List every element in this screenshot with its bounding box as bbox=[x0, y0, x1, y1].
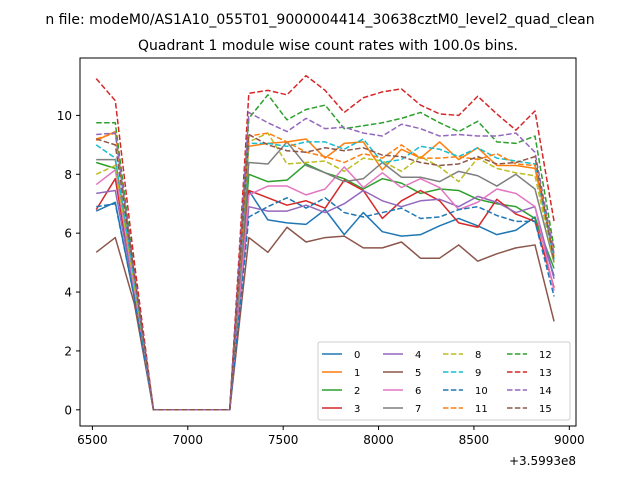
legend-label-13: 13 bbox=[539, 368, 552, 379]
legend-label-6: 6 bbox=[415, 386, 421, 397]
legend-label-14: 14 bbox=[539, 386, 552, 397]
series-line-14 bbox=[96, 111, 555, 411]
legend-label-11: 11 bbox=[475, 404, 488, 415]
figure-suptitle: n file: modeM0/AS1A10_055T01_9000004414_… bbox=[45, 12, 594, 28]
legend-label-1: 1 bbox=[354, 368, 360, 379]
legend-label-15: 15 bbox=[539, 404, 552, 415]
series-line-15 bbox=[95, 133, 555, 411]
legend-label-7: 7 bbox=[415, 404, 421, 415]
legend-label-8: 8 bbox=[475, 350, 481, 361]
legend-label-5: 5 bbox=[415, 368, 421, 379]
x-axis: 6500 7000 7500 8000 8500 9000 bbox=[77, 426, 585, 447]
y-tick-label: 10 bbox=[57, 109, 72, 123]
x-tick-label: 6500 bbox=[77, 433, 108, 447]
legend-label-9: 9 bbox=[475, 368, 481, 379]
legend-label-4: 4 bbox=[415, 350, 421, 361]
legend-label-12: 12 bbox=[539, 350, 552, 361]
legend-label-10: 10 bbox=[475, 386, 488, 397]
series-layer bbox=[95, 74, 555, 411]
legend-label-0: 0 bbox=[354, 350, 360, 361]
x-tick-label: 7000 bbox=[173, 433, 204, 447]
plot-frame bbox=[79, 57, 577, 427]
y-tick-label: 0 bbox=[64, 403, 72, 417]
y-tick-label: 8 bbox=[64, 168, 72, 182]
x-axis-offset-label: +3.5993e8 bbox=[509, 454, 576, 468]
x-tick-label: 8500 bbox=[459, 433, 490, 447]
y-tick-label: 4 bbox=[64, 286, 72, 300]
y-tick-label: 2 bbox=[64, 344, 72, 358]
y-tick-label: 6 bbox=[64, 227, 72, 241]
legend-frame bbox=[317, 341, 571, 421]
legend-label-2: 2 bbox=[354, 386, 360, 397]
y-axis: 0 2 4 6 8 10 bbox=[57, 109, 80, 417]
chart-title: Quadrant 1 module wise count rates with … bbox=[138, 38, 518, 54]
legend-label-3: 3 bbox=[354, 404, 360, 415]
x-tick-label: 8000 bbox=[363, 433, 394, 447]
x-tick-label: 9000 bbox=[554, 433, 585, 447]
x-tick-label: 7500 bbox=[268, 433, 299, 447]
